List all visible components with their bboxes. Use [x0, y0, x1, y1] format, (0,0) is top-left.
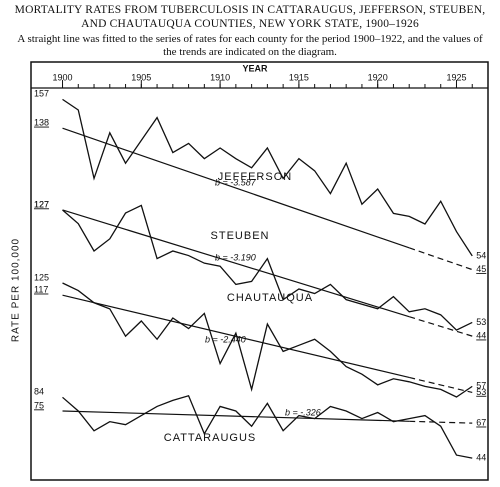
slope-label: b = -2.440	[205, 334, 246, 344]
trend-line	[62, 209, 410, 318]
trend-label: 67	[476, 418, 486, 428]
trend-line	[62, 294, 410, 379]
x-tick-label: 1910	[210, 72, 230, 82]
trend-projection	[409, 420, 473, 424]
slope-label: b = -3.587	[215, 177, 257, 187]
series-line	[62, 395, 473, 459]
series-name: CATTARAUGUS	[164, 432, 257, 444]
chart-subtitle: A straight line was fitted to the series…	[17, 33, 483, 58]
series-name: CHAUTAUQUA	[227, 292, 313, 304]
y-axis-label: RATE PER 100,000	[11, 238, 22, 342]
x-tick-label: 1920	[368, 72, 388, 82]
trend-projection	[409, 247, 473, 271]
series-name: JEFFERSON	[218, 171, 292, 183]
value-label: 54	[476, 250, 486, 260]
trend-label: 127	[34, 199, 49, 209]
x-axis-label: YEAR	[242, 63, 268, 73]
value-label: 84	[34, 387, 44, 397]
trend-label: 75	[34, 400, 44, 410]
x-tick-label: 1915	[289, 72, 309, 82]
x-tick-label: 1925	[446, 72, 466, 82]
trend-projection	[409, 316, 473, 337]
header: MORTALITY RATES FROM TUBERCULOSIS IN CAT…	[10, 3, 490, 59]
value-label: 57	[476, 381, 486, 391]
series-line	[62, 204, 473, 331]
trend-label: 117	[34, 285, 48, 295]
trend-label: 138	[34, 118, 49, 128]
series-line	[62, 282, 473, 398]
trend-line	[62, 127, 410, 249]
series-line	[62, 98, 473, 257]
trend-projection	[409, 376, 473, 394]
slope-label: b = -3.190	[215, 252, 256, 262]
value-label: 53	[476, 317, 486, 327]
value-label: 125	[34, 272, 49, 282]
value-label: 44	[476, 452, 486, 462]
frame	[30, 61, 489, 481]
trend-label: 44	[476, 330, 486, 340]
series-name: STEUBEN	[211, 230, 270, 242]
x-tick-label: 1900	[53, 72, 73, 82]
value-label: 127	[34, 199, 49, 209]
slope-label: b = -.326	[285, 407, 321, 417]
chart-title: MORTALITY RATES FROM TUBERCULOSIS IN CAT…	[14, 4, 486, 30]
trend-label: 53	[476, 387, 486, 397]
x-tick-label: 1905	[131, 72, 151, 82]
trend-label: 45	[476, 264, 486, 274]
trend-line	[62, 410, 410, 422]
value-label: 157	[34, 89, 49, 99]
